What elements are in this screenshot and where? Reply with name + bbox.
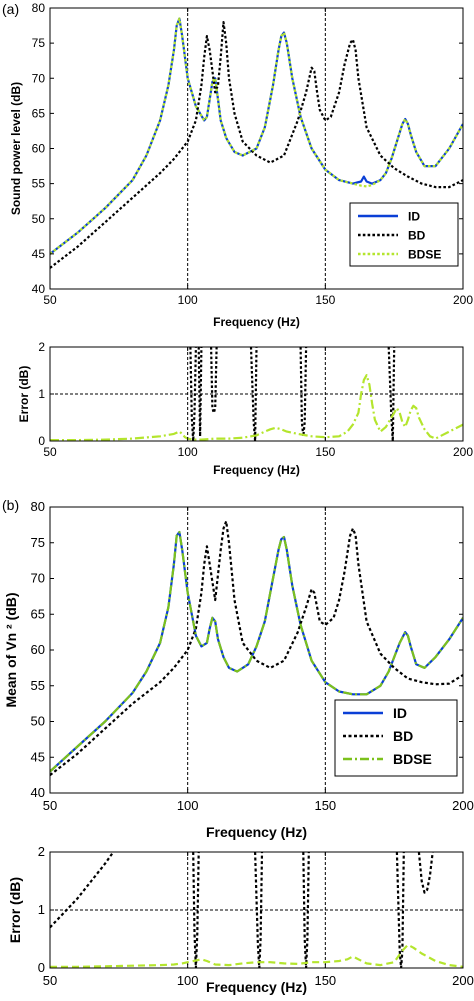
panel-label-a: (a) [2,1,19,17]
series-line-bd [197,347,203,438]
x-tick-label: 150 [314,973,336,988]
y-tick-label: 2 [38,340,45,354]
series-line-bd [50,852,115,929]
legend: ID BD BDSE [334,699,458,777]
x-tick-label: 50 [43,445,57,459]
legend-label-bd: BD [408,228,426,242]
series-line-bdse [50,17,463,255]
y-tick-label: 70 [32,71,46,85]
chart-2: 50 100 150 200 0 1 2 Frequency (Hz) Error (dB) [17,340,473,477]
panel-label-b: (b) [2,497,19,513]
y-tick-label: 80 [32,1,46,15]
x-tick-label: 200 [453,445,473,459]
y-tick-label: 60 [31,642,45,657]
y-tick-label: 50 [32,212,46,226]
series-line-bdse [50,530,463,773]
y-tick-label: 1 [38,902,45,917]
x-tick-label: 150 [314,798,336,813]
y-tick-label: 2 [38,844,45,859]
x-axis-label: Frequency (Hz) [213,315,300,329]
y-tick-label: 0 [38,960,45,975]
legend: ID BD BDSE [349,202,459,267]
legend-label-bdse: BDSE [393,751,432,767]
y-axis-label: Mean of Vn ² (dB) [3,592,19,707]
y-tick-label: 75 [32,36,46,50]
chart-1: 50 100 150 200 40 45 50 55 60 65 70 75 80 Frequency (… [9,1,473,329]
x-tick-label: 100 [177,798,199,813]
y-axis-label: Error (dB) [17,366,31,423]
x-tick-label: 100 [177,973,199,988]
y-tick-label: 55 [31,678,45,693]
x-tick-label: 200 [453,293,473,307]
chart-4: 50 100 150 200 0 1 2 Frequency (Hz) Error (dB) [7,844,474,995]
x-tick-label: 150 [315,293,335,307]
series-line-bd [417,852,434,894]
y-axis-label: Sound power level (dB) [9,82,23,215]
series-line-bdse [50,943,463,968]
y-tick-label: 75 [31,535,45,550]
y-tick-label: 65 [31,606,45,621]
x-axis-label: Frequency (Hz) [213,463,300,477]
series-line-bd [50,520,463,776]
legend-label-bd: BD [393,728,413,744]
series-group [50,520,463,776]
series-line-bd [50,21,463,269]
x-tick-label: 150 [315,445,335,459]
x-tick-label: 200 [452,798,474,813]
series-group [50,852,463,968]
x-tick-label: 200 [452,973,474,988]
legend-label-id: ID [393,705,407,721]
x-tick-label: 50 [43,798,57,813]
series-line-bdse [50,374,463,441]
series-line-bd [395,852,405,968]
legend-label-id: ID [408,209,420,223]
series-group [50,17,463,269]
x-axis-label: Frequency (Hz) [206,979,307,995]
y-tick-label: 55 [32,177,46,191]
x-tick-label: 50 [43,973,57,988]
x-tick-label: 50 [43,293,57,307]
y-tick-label: 60 [32,142,46,156]
series-group [50,347,463,441]
x-tick-label: 100 [178,445,198,459]
y-axis-label: Error (dB) [7,877,23,943]
legend-label-bdse: BDSE [408,247,441,261]
series-line-bd [249,347,258,441]
y-tick-label: 40 [32,282,46,296]
x-tick-label: 100 [178,293,198,307]
y-tick-label: 0 [38,434,45,448]
series-line-bd [387,347,396,441]
series-line-bd [189,347,197,441]
y-tick-label: 50 [31,714,45,729]
legend-box [349,202,459,267]
y-tick-label: 65 [32,106,46,120]
y-tick-label: 1 [38,387,45,401]
series-line-bd [299,347,308,438]
series-line-bd [254,852,264,968]
y-tick-label: 45 [32,247,46,261]
y-tick-label: 80 [31,499,45,514]
y-tick-label: 45 [31,749,45,764]
series-line-bd [210,347,218,414]
x-axis-label: Frequency (Hz) [206,824,307,840]
y-tick-label: 40 [31,785,45,800]
y-tick-label: 70 [31,571,45,586]
chart-3: 50 100 150 200 40 45 50 55 60 65 70 75 80 Frequency (… [3,499,474,840]
series-line-bd [192,852,200,968]
